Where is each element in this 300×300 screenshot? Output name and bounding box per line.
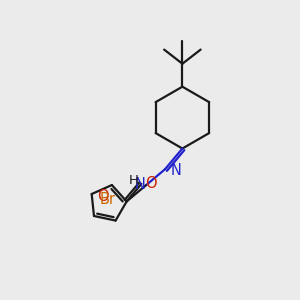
Text: N: N [134, 177, 145, 192]
Text: H: H [128, 174, 138, 187]
Text: N: N [170, 163, 181, 178]
Text: Br: Br [99, 191, 116, 206]
Text: O: O [97, 189, 109, 204]
Text: O: O [145, 176, 157, 191]
